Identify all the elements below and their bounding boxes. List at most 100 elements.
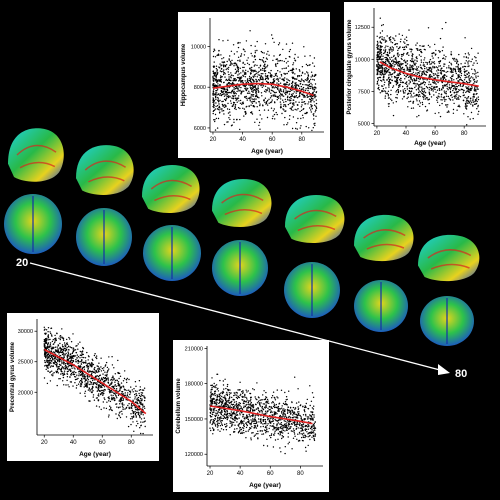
scatter-point xyxy=(114,384,117,386)
scatter-point xyxy=(420,83,422,86)
scatter-point xyxy=(314,97,316,99)
scatter-point xyxy=(381,24,383,27)
scatter-point xyxy=(233,95,235,97)
scatter-point xyxy=(48,339,50,341)
scatter-point xyxy=(96,383,98,385)
scatter-point xyxy=(114,373,117,375)
scatter-point xyxy=(313,101,315,103)
scatter-point xyxy=(256,402,259,404)
scatter-point xyxy=(49,380,52,382)
scatter-point xyxy=(257,437,259,439)
scatter-point xyxy=(94,353,96,355)
scatter-point xyxy=(252,84,254,86)
scatter-point xyxy=(63,372,65,374)
scatter-point xyxy=(127,392,129,394)
scatter-point xyxy=(398,33,400,35)
scatter-point xyxy=(66,342,68,344)
scatter-point xyxy=(277,97,280,99)
scatter-point xyxy=(428,76,430,79)
scatter-point xyxy=(136,407,138,410)
scatter-point xyxy=(233,62,236,64)
scatter-point xyxy=(440,78,442,80)
scatter-point xyxy=(77,377,79,380)
scatter-point xyxy=(314,429,316,431)
scatter-point xyxy=(251,420,253,422)
scatter-point xyxy=(291,93,293,96)
scatter-point xyxy=(249,392,251,395)
scatter-point xyxy=(77,348,79,350)
scatter-point xyxy=(255,70,257,73)
scatter-point xyxy=(243,108,246,110)
scatter-point xyxy=(268,98,270,101)
scatter-point xyxy=(44,345,46,347)
scatter-point xyxy=(272,110,275,112)
scatter-point xyxy=(441,67,443,69)
scatter-point xyxy=(301,428,304,431)
scatter-point xyxy=(423,81,425,83)
scatter-point xyxy=(62,350,64,352)
scatter-point xyxy=(251,113,254,115)
scatter-point xyxy=(406,83,408,86)
scatter-point xyxy=(376,69,379,72)
scatter-point xyxy=(471,101,473,104)
scatter-point xyxy=(214,422,216,424)
scatter-point xyxy=(280,73,283,76)
scatter-point xyxy=(407,44,410,46)
scatter-point xyxy=(95,355,98,357)
scatter-point xyxy=(251,87,253,89)
scatter-point xyxy=(399,90,402,92)
scatter-point xyxy=(440,70,442,72)
scatter-point xyxy=(237,59,239,62)
scatter-point xyxy=(91,391,93,394)
scatter-point xyxy=(231,97,233,99)
scatter-point xyxy=(97,399,100,401)
scatter-point xyxy=(54,358,56,360)
scatter-point xyxy=(98,367,100,369)
scatter-point xyxy=(245,106,247,108)
scatter-point xyxy=(58,337,60,339)
scatter-point xyxy=(468,76,470,78)
scatter-point xyxy=(210,419,212,421)
scatter-point xyxy=(109,400,112,403)
scatter-point xyxy=(250,424,252,426)
scatter-point xyxy=(278,410,280,412)
scatter-point xyxy=(407,106,409,108)
scatter-point xyxy=(253,435,255,437)
scatter-point xyxy=(387,55,389,57)
scatter-point xyxy=(382,24,384,26)
scatter-point xyxy=(134,381,137,383)
scatter-point xyxy=(396,79,399,82)
scatter-point xyxy=(290,69,292,72)
scatter-point xyxy=(125,416,128,418)
scatter-point xyxy=(433,81,436,83)
scatter-point xyxy=(212,92,214,95)
scatter-point xyxy=(468,79,471,81)
scatter-point xyxy=(431,55,433,57)
scatter-point xyxy=(461,85,463,88)
scatter-point xyxy=(290,102,292,104)
scatter-point xyxy=(263,70,266,73)
scatter-point xyxy=(99,384,101,387)
scatter-point xyxy=(292,62,295,64)
scatter-point xyxy=(98,393,100,395)
scatter-point xyxy=(262,69,264,71)
scatter-point xyxy=(416,66,418,68)
scatter-point xyxy=(262,104,264,106)
scatter-point xyxy=(459,70,462,73)
scatter-point xyxy=(47,365,49,367)
scatter-point xyxy=(48,364,50,366)
scatter-point xyxy=(455,78,458,80)
scatter-point xyxy=(78,375,80,377)
scatter-point xyxy=(398,62,400,65)
scatter-point xyxy=(383,52,386,54)
scatter-point xyxy=(261,76,264,78)
scatter-point xyxy=(388,105,390,108)
scatter-point xyxy=(380,48,382,51)
scatter-point xyxy=(416,49,419,51)
scatter-point xyxy=(221,76,223,78)
scatter-point xyxy=(134,398,136,400)
scatter-point xyxy=(426,97,429,99)
scatter-point xyxy=(312,419,314,421)
scatter-point xyxy=(406,68,408,70)
scatter-point xyxy=(299,83,302,85)
